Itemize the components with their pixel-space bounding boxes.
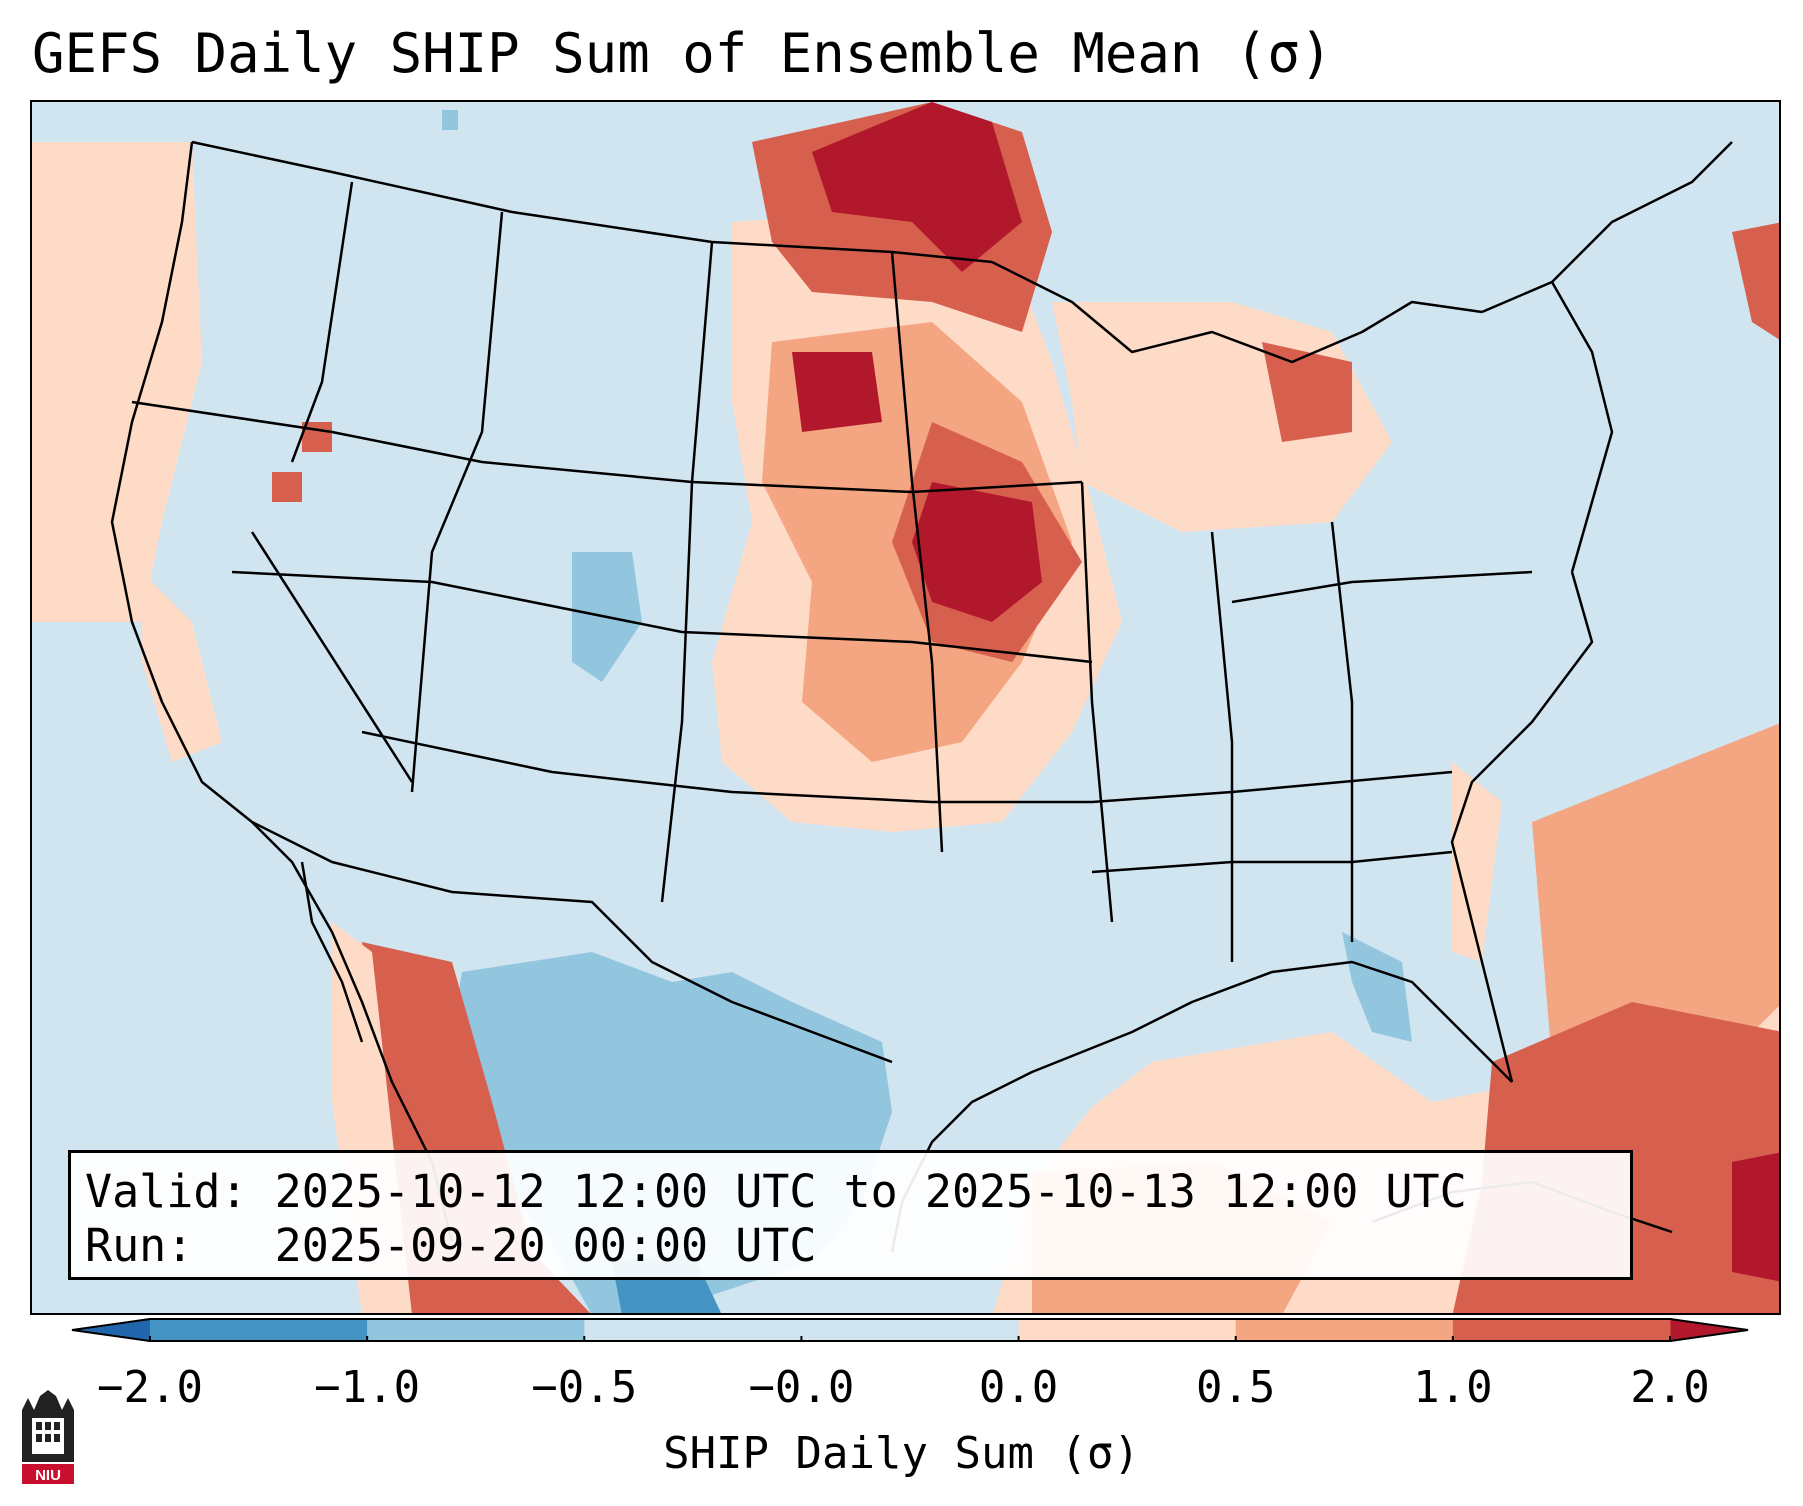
state-line-v5: [1080, 481, 1114, 923]
northeast-coast: [1481, 141, 1733, 573]
colorbar-tick-label: −0.5: [531, 1362, 638, 1413]
state-line-v3: [660, 241, 714, 903]
logo-text: NIU: [35, 1467, 61, 1484]
neg-patch-montana: [442, 110, 458, 130]
colorbar: [71, 1318, 1749, 1342]
state-line-h5: [1231, 570, 1533, 604]
chart-title: GEFS Daily SHIP Sum of Ensemble Mean (σ): [32, 22, 1333, 85]
pos-patch-caribbean-core: [1732, 1152, 1779, 1282]
pos-patch-maine: [1732, 222, 1779, 340]
colorbar-tick-label: 1.0: [1413, 1362, 1493, 1413]
colorbar-segment: [150, 1318, 368, 1342]
colorbar-segment: [1235, 1318, 1454, 1342]
colorbar-extend-high: [1670, 1318, 1748, 1342]
run-time-text: Run: 2025-09-20 00:00 UTC: [85, 1219, 817, 1272]
colorbar-tick-label: −0.0: [748, 1362, 855, 1413]
state-line-h1: [131, 400, 1083, 494]
state-line-v4: [890, 251, 944, 853]
colorbar-tick-label: 0.5: [1195, 1362, 1276, 1413]
neg-patch-florida: [1342, 932, 1412, 1042]
pos-patch-canada-core: [812, 102, 1022, 272]
colorbar-tick-label: 2.0: [1630, 1362, 1710, 1413]
state-line-h3: [361, 730, 1453, 804]
pos-patch-southeast-coast: [1452, 762, 1502, 962]
great-lakes-outline: [991, 260, 1483, 364]
colorbar-outline: [71, 1318, 1749, 1342]
east-coast: [1450, 571, 1594, 1083]
valid-time-text: Valid: 2025-10-12 12:00 UTC to 2025-10-1…: [85, 1165, 1467, 1218]
map-panel: [30, 100, 1781, 1315]
state-line-h2: [231, 570, 1093, 664]
nevada-diagonal: [250, 531, 414, 783]
positive-anomaly-layer: [32, 102, 1779, 1313]
map-svg: [32, 102, 1779, 1313]
colorbar-extend-low: [72, 1318, 150, 1342]
pos-patch-atlantic: [1532, 723, 1779, 1102]
colorbar-segment: [1452, 1318, 1671, 1342]
baja-coast: [300, 861, 364, 1043]
state-line-v6: [1210, 531, 1234, 962]
pos-patch-michigan-mid: [1262, 342, 1352, 442]
colorbar-segments: [72, 1318, 1748, 1342]
colorbar-label: SHIP Daily Sum (σ): [663, 1428, 1140, 1479]
state-line-v1: [290, 181, 354, 463]
mexico-border: [251, 820, 893, 1064]
niu-logo: NIU: [22, 1390, 74, 1484]
colorbar-tick-label: 0.0: [978, 1362, 1059, 1413]
pos-patch-california: [142, 572, 222, 762]
colorbar-segment: [801, 1318, 1020, 1342]
colorbar-segment: [1018, 1318, 1237, 1342]
canada-border: [191, 140, 993, 264]
pos-patch-south-dakota: [792, 352, 882, 432]
boundaries-layer: [110, 140, 1733, 1253]
colorbar-tick-label: −1.0: [314, 1362, 421, 1413]
valid-run-info-box: Valid: 2025-10-12 12:00 UTC to 2025-10-1…: [68, 1150, 1633, 1280]
pos-patch-iowa-core: [912, 482, 1042, 622]
colorbar-segment: [367, 1318, 585, 1342]
pos-patch-nevada: [272, 472, 302, 502]
pos-patch-pacific: [32, 142, 202, 622]
state-line-h4: [1091, 850, 1453, 874]
colorbar-tick-label: −2.0: [97, 1362, 203, 1413]
west-coast-line: [110, 141, 454, 1243]
colorbar-segment: [584, 1318, 802, 1342]
state-line-v2: [410, 211, 504, 793]
